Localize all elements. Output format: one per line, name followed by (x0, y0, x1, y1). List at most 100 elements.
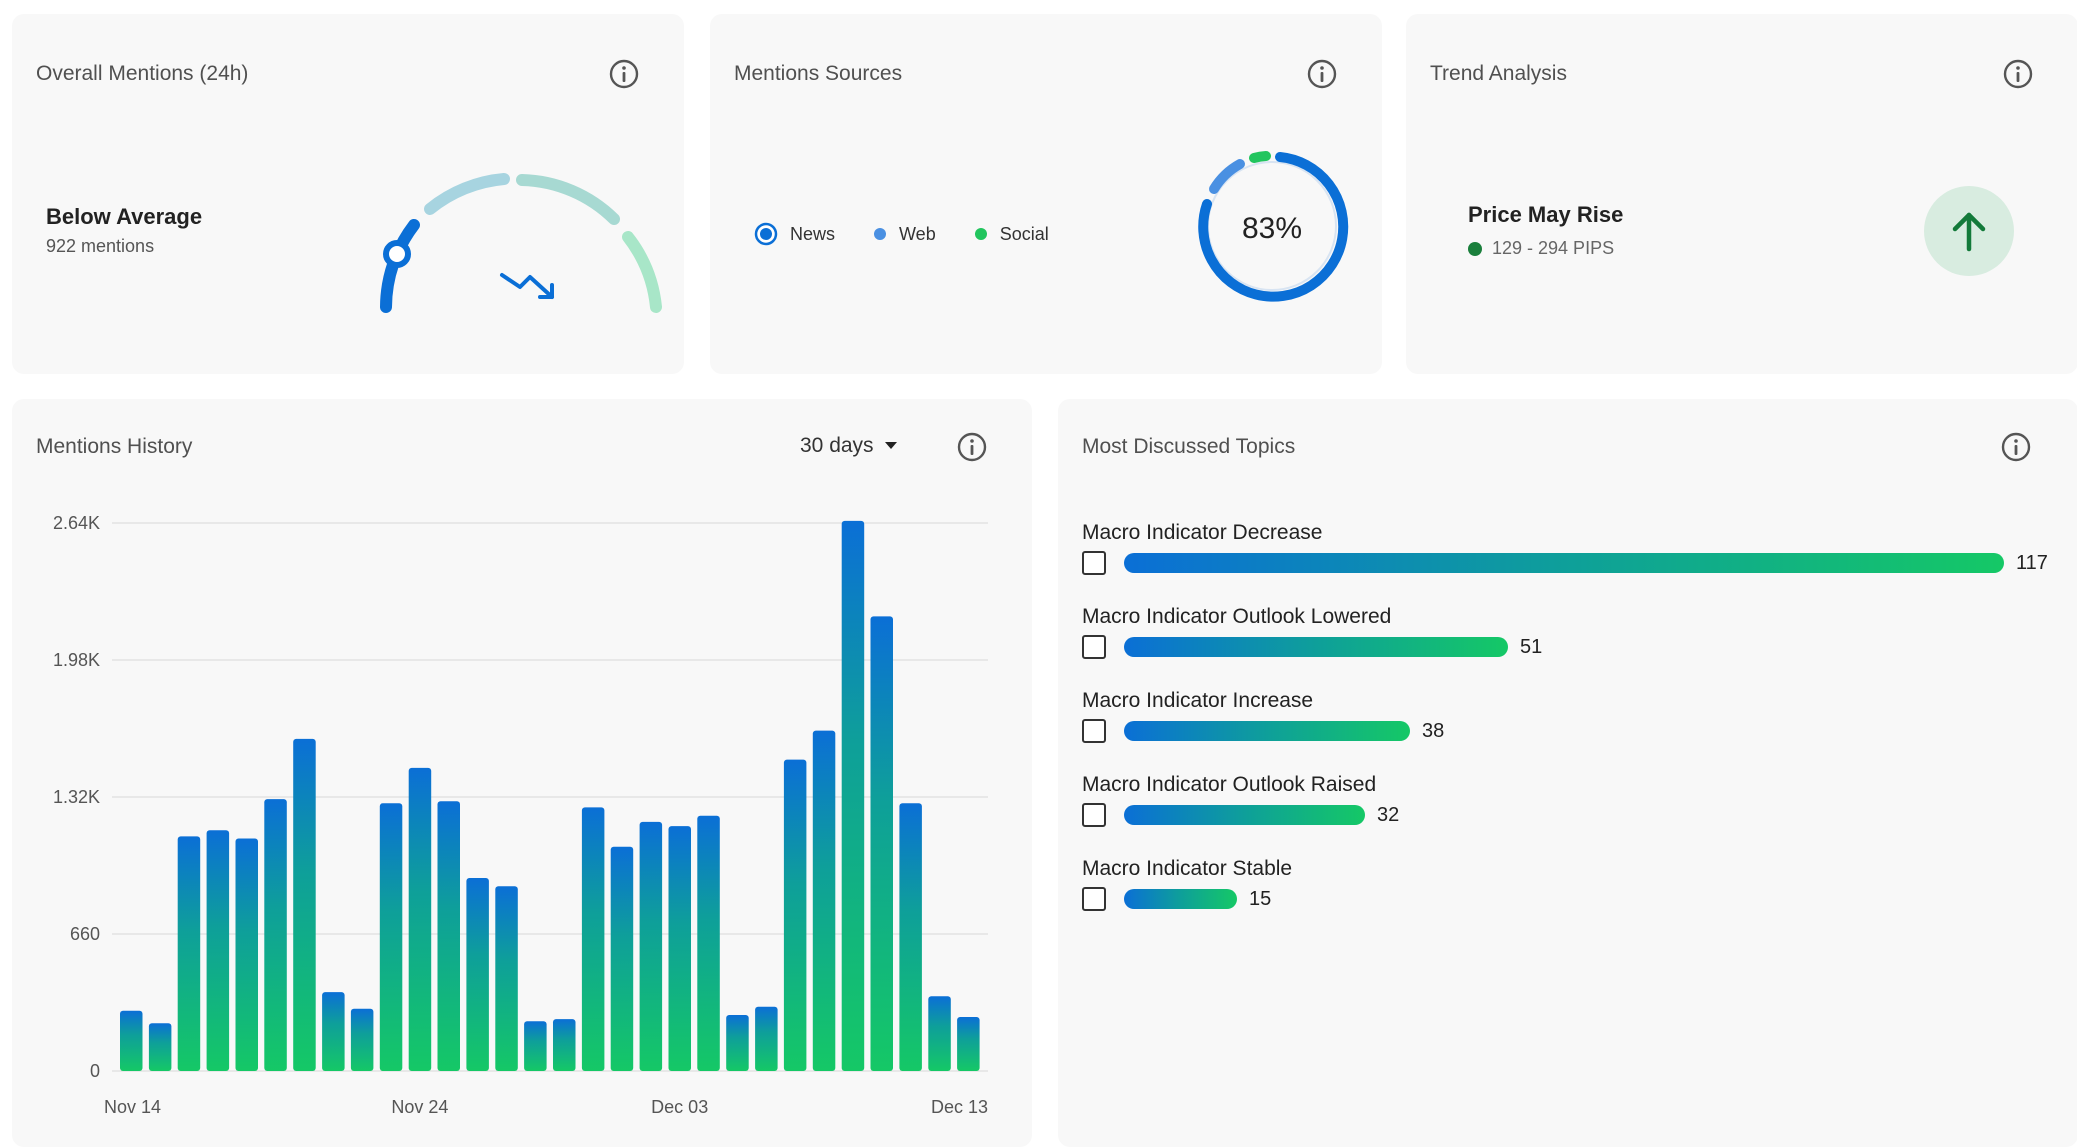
trend-range-text: 129 - 294 PIPS (1492, 238, 1615, 258)
radio-selected-icon (754, 222, 778, 246)
mentions-gauge (380, 173, 662, 313)
legend-web-label: Web (899, 223, 936, 244)
history-bar[interactable] (581, 807, 605, 1071)
history-bar[interactable] (668, 826, 692, 1071)
legend-news[interactable]: News (754, 222, 835, 246)
trending-down-icon (500, 273, 554, 299)
history-bar[interactable] (610, 846, 634, 1071)
trend-range: 129 - 294 PIPS (1468, 238, 1614, 259)
legend-social-label: Social (999, 223, 1049, 244)
arrow-up-container (1924, 186, 2014, 276)
topic-item: Macro Indicator Outlook Lowered 51 (1082, 605, 1542, 659)
topic-row: 38 (1082, 719, 1444, 743)
topic-checkbox[interactable] (1082, 719, 1106, 743)
ring-segment-news (1198, 152, 1349, 302)
info-icon[interactable] (1306, 58, 1338, 90)
range-select-dropdown[interactable]: 30 days (800, 434, 898, 458)
history-bar[interactable] (264, 799, 287, 1071)
x-tick-label: Nov 24 (391, 1097, 448, 1117)
x-tick-label: Nov 14 (104, 1097, 161, 1117)
mentions-count: 922 mentions (46, 236, 155, 256)
topic-checkbox[interactable] (1082, 635, 1106, 659)
topic-checkbox[interactable] (1082, 551, 1106, 575)
history-bar[interactable] (466, 878, 489, 1071)
overall-mentions-title: Overall Mentions (24h) (36, 62, 249, 85)
info-icon[interactable] (2000, 431, 2032, 463)
history-bar[interactable] (148, 1023, 172, 1071)
topic-label: Macro Indicator Stable (1082, 857, 1293, 880)
topic-item: Macro Indicator Increase 38 (1082, 689, 1444, 743)
topic-row: 15 (1082, 887, 1292, 911)
history-bar[interactable] (553, 1019, 576, 1071)
topic-bar (1124, 553, 2004, 573)
legend-social[interactable]: Social (974, 224, 1049, 245)
history-bar[interactable] (841, 520, 865, 1071)
history-bar[interactable] (783, 759, 807, 1071)
history-bar[interactable] (726, 1015, 749, 1071)
sources-ring-chart: 83% (1198, 151, 1349, 302)
history-bar[interactable] (697, 815, 720, 1071)
y-tick-label: 660 (70, 924, 100, 944)
topic-label: Macro Indicator Increase (1082, 689, 1314, 712)
history-bar[interactable] (928, 996, 951, 1071)
history-bar[interactable] (812, 730, 836, 1071)
legend-web[interactable]: Web (873, 224, 936, 245)
topic-row: 51 (1082, 635, 1542, 659)
most-discussed-topics-card: Most Discussed Topics Macro Indicator De… (1058, 399, 2077, 1147)
history-bar[interactable] (379, 803, 403, 1071)
topic-checkbox[interactable] (1082, 887, 1106, 911)
mentions-sources-card: Mentions Sources News Web Social 83% (710, 14, 1382, 374)
ring-segment-web (1209, 159, 1245, 194)
trend-analysis-card: Trend Analysis Price May Rise 129 - 294 … (1406, 14, 2077, 374)
sources-legend: News Web Social (754, 222, 1049, 246)
topic-label: Macro Indicator Decrease (1082, 521, 1323, 544)
history-bar[interactable] (206, 830, 230, 1071)
history-bar[interactable] (495, 886, 518, 1071)
topic-count: 51 (1520, 635, 1543, 658)
mentions-status: Below Average (46, 204, 203, 229)
topic-label: Macro Indicator Outlook Raised (1082, 773, 1377, 796)
topic-count: 32 (1377, 803, 1400, 826)
info-icon[interactable] (608, 58, 640, 90)
history-bar[interactable] (235, 838, 259, 1072)
ring-segment-social (1249, 151, 1271, 163)
history-bar[interactable] (177, 836, 201, 1071)
y-tick-label: 0 (90, 1061, 100, 1081)
x-tick-label: Dec 13 (931, 1097, 988, 1117)
dot-icon (974, 228, 987, 240)
history-bar[interactable] (957, 1017, 980, 1071)
history-bar[interactable] (524, 1021, 547, 1071)
topic-label: Macro Indicator Outlook Lowered (1082, 605, 1392, 628)
topic-bar (1124, 637, 1508, 657)
gauge-marker (383, 240, 411, 268)
history-bar[interactable] (120, 1010, 143, 1071)
info-icon[interactable] (956, 431, 988, 463)
topic-count: 38 (1422, 719, 1445, 742)
history-bar[interactable] (322, 992, 345, 1071)
history-bar[interactable] (899, 803, 922, 1071)
legend-news-label: News (790, 223, 836, 244)
y-tick-label: 1.32K (53, 787, 100, 807)
history-bar[interactable] (408, 767, 432, 1071)
history-bar[interactable] (437, 801, 461, 1071)
mentions-history-title: Mentions History (36, 435, 193, 458)
topic-bar (1124, 721, 1410, 741)
info-icon[interactable] (2002, 58, 2034, 90)
mentions-history-card: Mentions History 0 660 1.32K 1.98K 2.64K Nov … (12, 399, 1032, 1147)
topics-title: Most Discussed Topics (1082, 435, 1296, 458)
history-bar[interactable] (293, 738, 316, 1071)
history-bar[interactable] (350, 1008, 374, 1071)
y-tick-label: 2.64K (53, 513, 100, 533)
range-select-value: 30 days (800, 434, 874, 457)
topic-item: Macro Indicator Stable 15 (1082, 857, 1292, 911)
mentions-history-chart: 0 660 1.32K 1.98K 2.64K Nov 14 Nov 24 Dec 03 Dec… (53, 513, 988, 1117)
history-bar[interactable] (639, 821, 663, 1071)
history-bar[interactable] (870, 616, 894, 1071)
topic-checkbox[interactable] (1082, 803, 1106, 827)
trend-label: Price May Rise (1468, 202, 1624, 227)
history-bar[interactable] (755, 1006, 778, 1071)
topic-count: 117 (2016, 551, 2048, 574)
caret-down-icon (884, 442, 897, 449)
trend-analysis-title: Trend Analysis (1430, 62, 1567, 85)
y-tick-label: 1.98K (53, 650, 100, 670)
